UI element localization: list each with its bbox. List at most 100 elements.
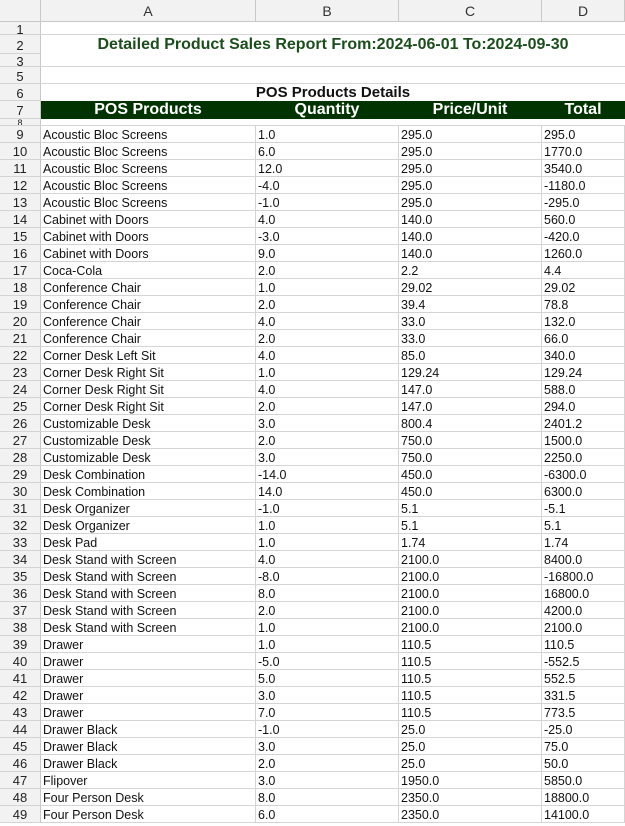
price-cell[interactable]: 110.5	[399, 687, 542, 704]
row-header[interactable]: 39	[0, 636, 41, 653]
row-header[interactable]: 48	[0, 789, 41, 806]
total-cell[interactable]: 331.5	[542, 687, 625, 704]
product-cell[interactable]: Flipover	[41, 772, 256, 789]
quantity-cell[interactable]: 1.0	[256, 279, 399, 296]
product-cell[interactable]: Cabinet with Doors	[41, 245, 256, 262]
product-cell[interactable]: Acoustic Bloc Screens	[41, 177, 256, 194]
total-cell[interactable]: -552.5	[542, 653, 625, 670]
row-header[interactable]: 15	[0, 228, 41, 245]
total-cell[interactable]: 1500.0	[542, 432, 625, 449]
product-cell[interactable]: Conference Chair	[41, 330, 256, 347]
price-cell[interactable]: 1.74	[399, 534, 542, 551]
total-cell[interactable]: 132.0	[542, 313, 625, 330]
price-cell[interactable]: 140.0	[399, 211, 542, 228]
row-header[interactable]: 30	[0, 483, 41, 500]
row-header[interactable]: 21	[0, 330, 41, 347]
quantity-cell[interactable]: -5.0	[256, 653, 399, 670]
row-header[interactable]: 20	[0, 313, 41, 330]
row-header[interactable]: 8	[0, 119, 41, 126]
row-header[interactable]: 47	[0, 772, 41, 789]
row-header[interactable]: 6	[0, 84, 41, 101]
quantity-cell[interactable]: 1.0	[256, 534, 399, 551]
price-cell[interactable]: 2100.0	[399, 551, 542, 568]
product-cell[interactable]: Customizable Desk	[41, 415, 256, 432]
price-cell[interactable]: 110.5	[399, 636, 542, 653]
price-cell[interactable]: 147.0	[399, 381, 542, 398]
row-header[interactable]: 5	[0, 67, 41, 84]
product-cell[interactable]: Desk Stand with Screen	[41, 551, 256, 568]
price-cell[interactable]: 140.0	[399, 245, 542, 262]
total-cell[interactable]: 294.0	[542, 398, 625, 415]
row-header[interactable]: 18	[0, 279, 41, 296]
total-cell[interactable]: 66.0	[542, 330, 625, 347]
row-header[interactable]: 9	[0, 126, 41, 143]
row-header[interactable]: 12	[0, 177, 41, 194]
quantity-cell[interactable]: 2.0	[256, 330, 399, 347]
quantity-cell[interactable]: 3.0	[256, 449, 399, 466]
product-cell[interactable]: Desk Stand with Screen	[41, 602, 256, 619]
quantity-cell[interactable]: 1.0	[256, 517, 399, 534]
product-cell[interactable]: Drawer	[41, 636, 256, 653]
row-header[interactable]: 46	[0, 755, 41, 772]
quantity-cell[interactable]: 3.0	[256, 738, 399, 755]
column-header-b[interactable]: B	[256, 0, 399, 22]
row-header[interactable]: 36	[0, 585, 41, 602]
price-cell[interactable]: 295.0	[399, 177, 542, 194]
price-cell[interactable]: 5.1	[399, 517, 542, 534]
total-cell[interactable]: 110.5	[542, 636, 625, 653]
product-cell[interactable]: Customizable Desk	[41, 449, 256, 466]
quantity-cell[interactable]: -14.0	[256, 466, 399, 483]
quantity-cell[interactable]: 4.0	[256, 381, 399, 398]
price-cell[interactable]: 750.0	[399, 432, 542, 449]
quantity-cell[interactable]: -1.0	[256, 500, 399, 517]
row-header[interactable]: 29	[0, 466, 41, 483]
price-cell[interactable]: 2.2	[399, 262, 542, 279]
product-cell[interactable]: Corner Desk Left Sit	[41, 347, 256, 364]
price-cell[interactable]: 110.5	[399, 704, 542, 721]
price-cell[interactable]: 110.5	[399, 670, 542, 687]
product-cell[interactable]: Four Person Desk	[41, 806, 256, 823]
price-cell[interactable]: 5.1	[399, 500, 542, 517]
row-header[interactable]: 27	[0, 432, 41, 449]
total-cell[interactable]: 8400.0	[542, 551, 625, 568]
product-cell[interactable]: Coca-Cola	[41, 262, 256, 279]
quantity-cell[interactable]: 1.0	[256, 364, 399, 381]
quantity-cell[interactable]: 1.0	[256, 636, 399, 653]
price-cell[interactable]: 295.0	[399, 126, 542, 143]
product-cell[interactable]: Conference Chair	[41, 313, 256, 330]
product-cell[interactable]: Acoustic Bloc Screens	[41, 143, 256, 160]
row-header[interactable]: 42	[0, 687, 41, 704]
total-cell[interactable]: 588.0	[542, 381, 625, 398]
row-header[interactable]: 3	[0, 54, 41, 67]
price-cell[interactable]: 450.0	[399, 483, 542, 500]
price-cell[interactable]: 1950.0	[399, 772, 542, 789]
quantity-cell[interactable]: 3.0	[256, 415, 399, 432]
product-cell[interactable]: Drawer	[41, 704, 256, 721]
quantity-cell[interactable]: 2.0	[256, 432, 399, 449]
row-header[interactable]: 14	[0, 211, 41, 228]
price-cell[interactable]: 25.0	[399, 738, 542, 755]
product-cell[interactable]: Acoustic Bloc Screens	[41, 126, 256, 143]
total-cell[interactable]: 129.24	[542, 364, 625, 381]
quantity-cell[interactable]: 1.0	[256, 126, 399, 143]
price-cell[interactable]: 129.24	[399, 364, 542, 381]
row-header[interactable]: 35	[0, 568, 41, 585]
total-cell[interactable]: 2401.2	[542, 415, 625, 432]
quantity-cell[interactable]: 9.0	[256, 245, 399, 262]
product-cell[interactable]: Desk Pad	[41, 534, 256, 551]
total-cell[interactable]: -420.0	[542, 228, 625, 245]
price-cell[interactable]: 2100.0	[399, 568, 542, 585]
row-header[interactable]: 33	[0, 534, 41, 551]
price-cell[interactable]: 750.0	[399, 449, 542, 466]
quantity-cell[interactable]: -1.0	[256, 194, 399, 211]
row-header[interactable]: 37	[0, 602, 41, 619]
product-cell[interactable]: Corner Desk Right Sit	[41, 398, 256, 415]
product-cell[interactable]: Conference Chair	[41, 279, 256, 296]
quantity-cell[interactable]: -1.0	[256, 721, 399, 738]
quantity-cell[interactable]: 3.0	[256, 687, 399, 704]
total-cell[interactable]: 2250.0	[542, 449, 625, 466]
product-cell[interactable]: Desk Combination	[41, 483, 256, 500]
quantity-cell[interactable]: 2.0	[256, 398, 399, 415]
total-cell[interactable]: 5850.0	[542, 772, 625, 789]
row-header[interactable]: 22	[0, 347, 41, 364]
